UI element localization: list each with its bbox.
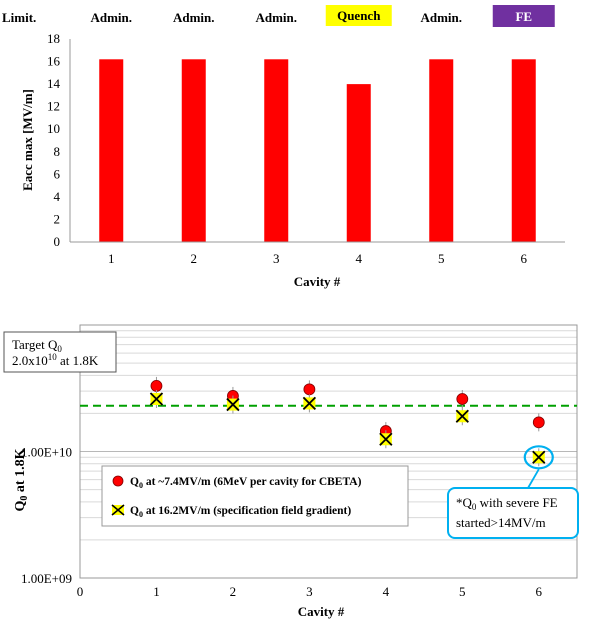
fe-label-bg bbox=[492, 5, 555, 27]
limitation-labels: Admin. Admin. Admin. Quench Admin. FE bbox=[90, 5, 555, 27]
point-q0-16.2-cavity-5 bbox=[455, 409, 469, 423]
callout-arrow bbox=[527, 468, 540, 489]
limitation-label: Admin. bbox=[90, 10, 132, 25]
point-q0-7.4-cavity-5 bbox=[456, 393, 469, 405]
point-q0-7.4-cavity-3 bbox=[303, 383, 316, 396]
bar-y-tick-label: 2 bbox=[54, 211, 61, 226]
scatter-y-axis-label: Q0 at 1.8K bbox=[13, 448, 30, 511]
bar-y-tick-label: 12 bbox=[47, 99, 60, 114]
bar-cavity-3 bbox=[264, 59, 289, 242]
bar-x-tick-label: 4 bbox=[356, 251, 363, 266]
bar-y-tick-label: 6 bbox=[54, 166, 61, 181]
point-q0-16.2-cavity-2 bbox=[226, 397, 240, 412]
limitation-label: Admin. bbox=[173, 10, 215, 25]
scatter-gridlines bbox=[80, 330, 577, 579]
scatter-y-tick-label: 1.00E+09 bbox=[21, 571, 72, 586]
limitation-label: FE bbox=[515, 9, 532, 24]
bar-y-tick-label: 4 bbox=[54, 189, 61, 204]
legend-entry-2: Q0 at 16.2MV/m (specification field grad… bbox=[130, 505, 351, 519]
limitation-label: Quench bbox=[337, 8, 381, 23]
point-q0-16.2-cavity-1 bbox=[149, 392, 164, 406]
callout-box bbox=[447, 487, 579, 539]
scatter-x-axis-label: Cavity # bbox=[298, 604, 345, 619]
legend-entry-1: Q0 at ~7.4MV/m (6MeV per cavity for CBET… bbox=[130, 476, 362, 490]
quench-label-bg bbox=[325, 5, 392, 26]
scatter-y-ticks: 1.00E+09 1.00E+10 bbox=[21, 445, 72, 587]
target-annotation-line2: 2.0x1010 at 1.8K bbox=[12, 352, 99, 368]
scatter-x-tick-label: 5 bbox=[459, 584, 466, 599]
bar-cavity-6 bbox=[511, 59, 536, 242]
scatter-y-tick-label: 1.00E+10 bbox=[21, 445, 72, 460]
bar-x-ticks: 1 2 3 4 5 6 bbox=[108, 251, 528, 266]
bar-y-axis-label: Eacc max [MV/m] bbox=[20, 89, 35, 191]
limitation-label: Admin. bbox=[420, 10, 462, 25]
bars bbox=[99, 59, 536, 242]
scatter-chart: 1.00E+09 1.00E+10 0 1 2 3 4 5 6 Target Q0 2.0x1… bbox=[3, 324, 579, 619]
limitation-row-header: Limit. bbox=[2, 10, 36, 25]
bar-cavity-5 bbox=[429, 59, 454, 242]
scatter-legend bbox=[101, 465, 409, 527]
point-q0-16.2-cavity-3 bbox=[302, 396, 317, 411]
bar-y-tick-label: 0 bbox=[54, 234, 61, 249]
target-annotation-box bbox=[3, 331, 117, 373]
scatter-x-tick-label: 1 bbox=[153, 584, 160, 599]
bar-y-tick-label: 8 bbox=[54, 144, 61, 159]
callout-line2: started>14MV/m bbox=[456, 515, 546, 530]
callout-line1: *Q0 with severe FE bbox=[456, 495, 558, 512]
point-q0-7.4-cavity-6 bbox=[532, 416, 545, 429]
bar-y-ticks: 0 2 4 6 8 10 12 14 16 18 bbox=[47, 31, 61, 249]
point-q0-7.4-cavity-1 bbox=[150, 380, 163, 392]
bar-x-axis-label: Cavity # bbox=[294, 274, 341, 289]
scatter-points bbox=[149, 376, 546, 467]
legend-x-marker bbox=[111, 504, 125, 516]
scatter-plot-frame bbox=[79, 324, 578, 579]
scatter-x-tick-label: 4 bbox=[383, 584, 390, 599]
scatter-x-tick-label: 2 bbox=[230, 584, 237, 599]
bar-x-tick-label: 6 bbox=[521, 251, 528, 266]
point-q0-16.2-cavity-6 bbox=[532, 450, 546, 464]
target-annotation-line1: Target Q0 bbox=[12, 337, 62, 354]
bar-x-tick-label: 2 bbox=[191, 251, 198, 266]
bar-y-tick-label: 10 bbox=[47, 121, 60, 136]
bar-x-tick-label: 3 bbox=[273, 251, 280, 266]
bar-cavity-2 bbox=[181, 59, 206, 242]
scatter-x-ticks: 0 1 2 3 4 5 6 bbox=[77, 584, 543, 599]
scatter-x-tick-label: 3 bbox=[306, 584, 313, 599]
bar-y-tick-label: 16 bbox=[47, 54, 61, 69]
limitation-label: Admin. bbox=[255, 10, 297, 25]
callout-highlight-ellipse bbox=[523, 445, 554, 470]
bar-cavity-4 bbox=[346, 84, 371, 242]
bar-y-tick-label: 18 bbox=[47, 31, 60, 46]
scatter-x-tick-label: 0 bbox=[77, 584, 84, 599]
bar-chart: Limit. Admin. Admin. Admin. Quench Admin. FE … bbox=[2, 5, 565, 289]
bar-cavity-1 bbox=[99, 59, 124, 242]
bar-x-tick-label: 5 bbox=[438, 251, 445, 266]
scatter-x-tick-label: 6 bbox=[536, 584, 543, 599]
bar-y-tick-label: 14 bbox=[47, 76, 61, 91]
legend-circle-marker bbox=[112, 475, 124, 487]
point-q0-16.2-cavity-4 bbox=[379, 432, 393, 446]
bar-x-tick-label: 1 bbox=[108, 251, 115, 266]
